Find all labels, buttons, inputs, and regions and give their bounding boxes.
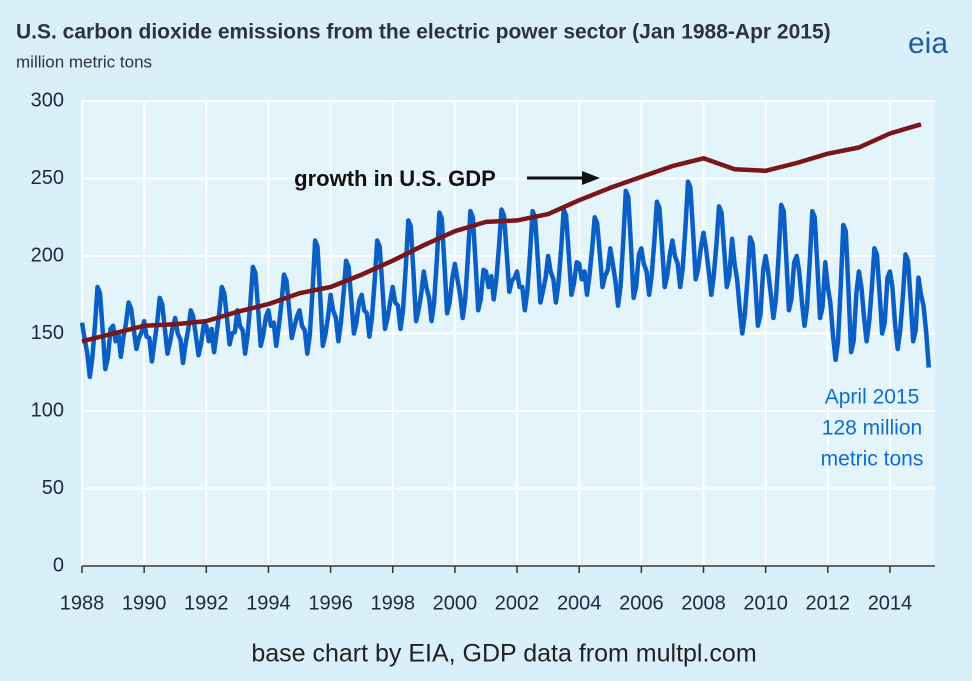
x-tick-label: 2012 [806, 592, 851, 614]
x-tick-label: 2014 [868, 592, 913, 614]
series-line [79, 179, 932, 380]
chart-subtitle: million metric tons [16, 52, 152, 71]
x-tick-label: 2006 [619, 592, 664, 614]
end-note-line: 128 million [822, 417, 922, 440]
x-tick-label: 1998 [370, 592, 415, 614]
x-tick-label: 1994 [246, 592, 291, 614]
y-tick-label: 300 [31, 89, 64, 111]
y-tick-label: 250 [31, 167, 64, 189]
x-tick-label: 2008 [681, 592, 726, 614]
annotation: growth in U.S. GDP [294, 166, 496, 191]
arrow-head [582, 171, 600, 185]
grid: 0 50 100 150 200 250 300 1988 1990 1992 1994 1996 19… [31, 89, 935, 614]
y-tick-label: 0 [53, 554, 64, 576]
y-tick-label: 100 [31, 399, 64, 421]
end-note-line: April 2015 [825, 386, 920, 409]
x-tick-label: 1988 [60, 592, 105, 614]
x-tick-label: 2004 [557, 592, 602, 614]
x-tick-label: 2002 [495, 592, 540, 614]
series-line [81, 122, 922, 344]
x-tick-label: 1992 [184, 592, 229, 614]
y-tick-label: 200 [31, 244, 64, 266]
y-tick-label: 150 [31, 322, 64, 344]
y-tick-label: 50 [42, 477, 64, 499]
end-note: April 2015 128 million metric tons [821, 386, 924, 471]
source: base chart by EIA, GDP data from multpl.… [251, 640, 756, 668]
x-tick-label: 2000 [433, 592, 478, 614]
x-tick-label: 2010 [743, 592, 788, 614]
end-note-line: metric tons [821, 448, 924, 471]
logo: eia [908, 27, 948, 60]
x-tick-label: 1996 [308, 592, 353, 614]
marks [79, 122, 932, 380]
chart-title: U.S. carbon dioxide emissions from the e… [16, 21, 831, 44]
x-tick-label: 1990 [122, 592, 167, 614]
